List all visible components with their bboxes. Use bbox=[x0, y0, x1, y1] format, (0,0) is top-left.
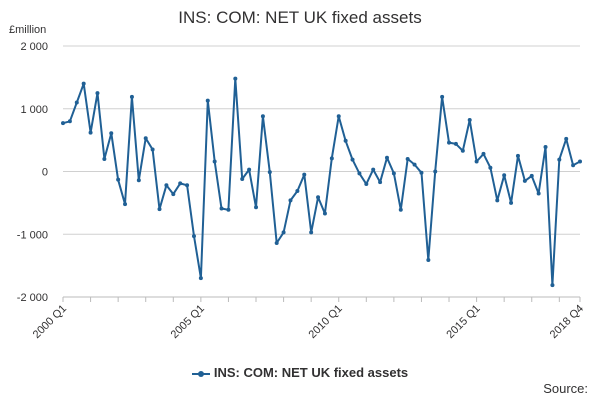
data-point[interactable] bbox=[185, 183, 190, 188]
data-point[interactable] bbox=[453, 141, 458, 146]
data-point[interactable] bbox=[398, 207, 403, 212]
data-point[interactable] bbox=[212, 159, 217, 164]
data-point[interactable] bbox=[116, 177, 121, 182]
data-point[interactable] bbox=[405, 156, 410, 161]
x-tick-label: 2010 Q1 bbox=[307, 303, 345, 341]
data-point[interactable] bbox=[384, 155, 389, 160]
y-tick-label: 1 000 bbox=[20, 104, 48, 116]
data-point[interactable] bbox=[343, 138, 348, 143]
data-point[interactable] bbox=[67, 119, 72, 124]
y-tick-label: 0 bbox=[42, 167, 48, 179]
data-point[interactable] bbox=[391, 171, 396, 176]
data-point[interactable] bbox=[226, 207, 231, 212]
data-point[interactable] bbox=[295, 188, 300, 193]
data-point[interactable] bbox=[157, 207, 162, 212]
data-point[interactable] bbox=[529, 173, 534, 178]
data-point[interactable] bbox=[571, 163, 576, 168]
data-point[interactable] bbox=[515, 153, 520, 158]
data-point[interactable] bbox=[543, 145, 548, 150]
data-point[interactable] bbox=[281, 230, 286, 235]
data-point[interactable] bbox=[109, 131, 114, 136]
data-point[interactable] bbox=[150, 147, 155, 152]
data-point[interactable] bbox=[322, 211, 327, 216]
data-point[interactable] bbox=[350, 157, 355, 162]
data-point[interactable] bbox=[136, 178, 141, 183]
data-point[interactable] bbox=[143, 136, 148, 141]
data-point[interactable] bbox=[240, 177, 245, 182]
data-point[interactable] bbox=[61, 121, 65, 126]
data-point[interactable] bbox=[467, 118, 472, 123]
x-tick-label: 2018 Q4 bbox=[548, 303, 586, 341]
source-label: Source: bbox=[543, 381, 588, 396]
data-point[interactable] bbox=[219, 206, 224, 211]
data-point[interactable] bbox=[412, 162, 417, 167]
x-axis bbox=[62, 296, 581, 302]
data-point[interactable] bbox=[447, 140, 452, 145]
data-point[interactable] bbox=[309, 230, 314, 235]
data-point[interactable] bbox=[233, 76, 238, 81]
data-point[interactable] bbox=[171, 192, 176, 197]
data-point[interactable] bbox=[336, 114, 341, 119]
data-point[interactable] bbox=[364, 182, 369, 187]
legend-label: INS: COM: NET UK fixed assets bbox=[213, 365, 409, 380]
data-point[interactable] bbox=[481, 151, 486, 156]
data-point[interactable] bbox=[378, 180, 383, 185]
data-point[interactable] bbox=[550, 283, 555, 288]
data-point[interactable] bbox=[488, 165, 493, 170]
data-point[interactable] bbox=[191, 234, 196, 239]
data-point[interactable] bbox=[522, 178, 527, 183]
data-point[interactable] bbox=[102, 156, 107, 161]
data-point[interactable] bbox=[288, 198, 293, 203]
data-point[interactable] bbox=[509, 200, 514, 205]
data-point[interactable] bbox=[557, 157, 562, 162]
data-series bbox=[61, 76, 582, 288]
chart-title: INS: COM: NET UK fixed assets bbox=[178, 8, 422, 27]
data-point[interactable] bbox=[419, 170, 424, 175]
x-tick-label: 2005 Q1 bbox=[169, 303, 207, 341]
data-point[interactable] bbox=[95, 91, 100, 96]
data-point[interactable] bbox=[440, 94, 445, 99]
data-point[interactable] bbox=[81, 81, 86, 86]
data-point[interactable] bbox=[433, 169, 438, 174]
x-tick-label: 2015 Q1 bbox=[444, 303, 482, 341]
y-tick-label: 2 000 bbox=[20, 41, 48, 53]
data-point[interactable] bbox=[502, 173, 507, 178]
data-point[interactable] bbox=[564, 136, 569, 141]
x-tick-label: 2000 Q1 bbox=[31, 303, 69, 341]
legend: INS: COM: NET UK fixed assets bbox=[0, 365, 600, 380]
data-point[interactable] bbox=[178, 181, 183, 186]
data-point[interactable] bbox=[267, 170, 272, 175]
y-axis-tick-labels: 2 000 1 000 0 -1 000 -2 000 bbox=[17, 41, 48, 304]
data-point[interactable] bbox=[129, 94, 134, 99]
data-point[interactable] bbox=[536, 191, 541, 196]
data-point[interactable] bbox=[274, 241, 279, 246]
series-line bbox=[62, 77, 581, 287]
data-point[interactable] bbox=[329, 156, 334, 161]
data-point[interactable] bbox=[247, 167, 252, 172]
y-axis-unit-label: £million bbox=[9, 24, 47, 36]
data-point[interactable] bbox=[205, 98, 210, 103]
data-point[interactable] bbox=[123, 202, 128, 207]
legend-swatch bbox=[191, 370, 210, 378]
data-point[interactable] bbox=[260, 114, 265, 119]
data-point[interactable] bbox=[316, 195, 321, 200]
data-point[interactable] bbox=[88, 130, 93, 135]
data-point[interactable] bbox=[578, 159, 582, 164]
data-point[interactable] bbox=[426, 257, 431, 262]
data-point[interactable] bbox=[460, 148, 465, 153]
data-point[interactable] bbox=[371, 167, 376, 172]
data-point[interactable] bbox=[198, 276, 203, 281]
y-tick-label: -2 000 bbox=[17, 292, 48, 304]
data-point[interactable] bbox=[74, 100, 79, 105]
data-point[interactable] bbox=[357, 171, 362, 176]
data-point[interactable] bbox=[254, 205, 259, 210]
y-tick-label: -1 000 bbox=[17, 229, 48, 241]
x-axis-tick-labels: 2000 Q1 2005 Q1 2010 Q1 2015 Q1 2018 Q4 bbox=[31, 303, 586, 341]
data-point[interactable] bbox=[302, 172, 307, 177]
data-point[interactable] bbox=[495, 198, 500, 203]
data-point[interactable] bbox=[474, 159, 479, 164]
data-point[interactable] bbox=[164, 183, 169, 188]
